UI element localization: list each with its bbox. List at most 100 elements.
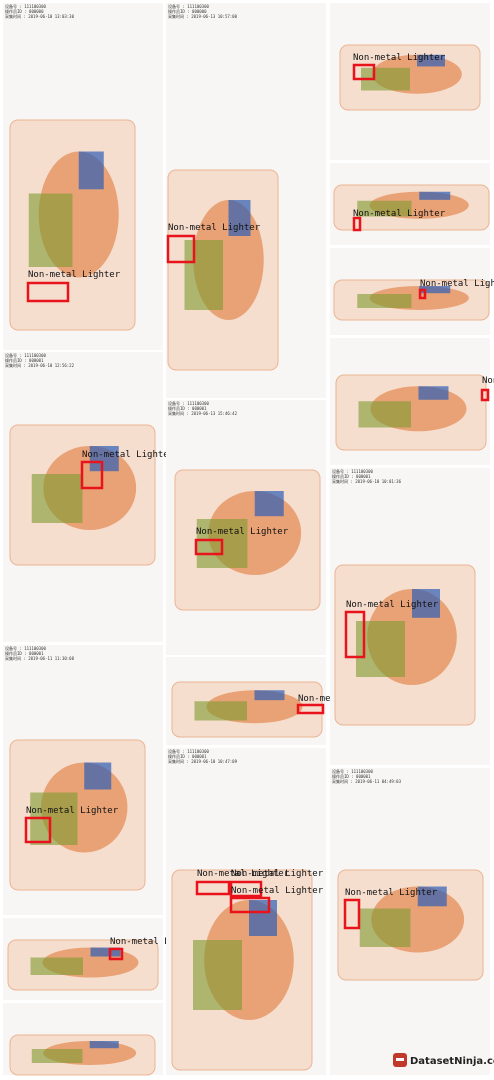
xray-mixed [357,200,412,217]
tile [3,1003,163,1076]
detection-label: Non-metal Lighter [82,450,175,460]
detection-box [80,460,104,490]
detection-label: Non-metal Lighter [110,937,203,947]
xray-mixed [31,1049,83,1063]
header-line: 采集时间 : 2019-06-11 11:30:08 [5,655,75,661]
detection-label: Non-metal Lighter [197,869,290,879]
tile: Non-metal Lighter [330,3,490,160]
xray-mixed [184,240,223,310]
header-line: 采集时间 : 2019-06-13 15:46:42 [168,410,238,416]
header-line: 设备号 : 111100300 [5,645,46,651]
header-line: 采集时间 : 2019-06-10 10:47:09 [168,758,238,764]
xray-metal [254,491,284,517]
header-line: 设备号 : 111100300 [168,400,209,406]
xray-mixed [28,193,73,267]
header-line: 采集时间 : 2019-06-11 04:49:03 [332,778,402,784]
xray-metal [89,446,119,472]
header-line: 操作员ID : 000000 [5,8,44,14]
xray-metal [412,589,440,618]
header-line: 操作员ID : 000001 [332,473,371,479]
detection-box [195,880,231,896]
xray-metal [417,54,445,67]
header-line: 设备号 : 111100300 [5,3,46,9]
tile: Non-metal Lighter [330,163,490,245]
xray-metal [417,886,447,907]
tile: Non-metal Lighter [330,338,494,465]
xray-mixed [193,940,242,1010]
header-line: 设备号 : 111100300 [332,768,373,774]
detection-box [344,610,366,659]
xray-mixed [358,401,411,428]
detection-box [229,880,263,898]
header-line: 操作员ID : 000001 [5,357,44,363]
header-line: 设备号 : 111100300 [168,3,209,9]
header-line: 采集时间 : 2019-06-10 10:01:36 [332,478,402,484]
detection-label: Non-metal Lighter [231,886,324,896]
detection-box [26,281,70,303]
xray-metal [249,900,277,936]
detection-box [166,234,196,264]
header-line: 采集时间 : 2019-06-13 10:57:00 [168,13,238,19]
header-line: 设备号 : 111100300 [5,352,46,358]
detection-label: Non-metal Lighter [345,888,438,898]
detection-box [24,816,52,844]
xray-metal [419,286,451,294]
header-line: 操作员ID : 000001 [5,650,44,656]
tile: Non-metal Lighter [330,248,494,335]
header-line: 操作员ID : 000001 [168,405,207,411]
xray-mixed [30,957,83,975]
header-line: 采集时间 : 2019-06-10 13:03:30 [5,13,75,19]
detection-box [352,63,376,81]
header-line: 采集时间 : 2019-06-10 12:56:22 [5,362,75,368]
logo-eyes [396,1058,404,1061]
detection-box [352,216,362,232]
detection-box [480,388,490,402]
detection-label: Non-metal Lighter [346,600,439,610]
xray-mixed [359,908,411,947]
detection-label: Non-metal Lighter [196,527,289,537]
header-line: 操作员ID : 000001 [332,773,371,779]
xray-metal [254,690,285,701]
detection-box [418,288,427,300]
detection-label: Non-metal Lighter [26,806,119,816]
brand-text: DatasetNinja.com [410,1056,494,1067]
detection-label: Non-metal Lighter [28,270,121,280]
detection-label: Non-metal Lighter [231,869,324,879]
xray-mixed [357,294,412,308]
xray-metal [89,1041,119,1049]
tile: Non-metal Lighter [3,918,203,1000]
tile: Non-metal Lighter [166,657,391,745]
header-line: 设备号 : 111100300 [332,468,373,474]
header-line: 操作员ID : 000000 [168,8,207,14]
detection-box [194,538,224,556]
detection-box [108,947,124,961]
header-line: 设备号 : 111100300 [168,748,209,754]
xray-mixed [194,701,247,721]
header-line: 操作员ID : 000001 [168,753,207,759]
detection-label: Non-metal Lighter [168,223,261,233]
xray-metal [419,191,451,200]
xray-metal [78,151,104,190]
detection-box [296,703,325,715]
detection-label: Non-metal Lighter [482,376,494,386]
detection-label: Non-metal Lighter [353,53,446,63]
xray-metal [90,947,121,957]
detection-label: Non-metal Lighter [353,209,446,219]
detection-box [343,898,361,930]
brand-logo: DatasetNinja.com [393,1053,494,1067]
xray-mixed [31,474,83,523]
detection-box [229,896,271,914]
xray-metal [228,200,251,236]
xray-metal [84,762,112,790]
xray-metal [418,386,449,400]
